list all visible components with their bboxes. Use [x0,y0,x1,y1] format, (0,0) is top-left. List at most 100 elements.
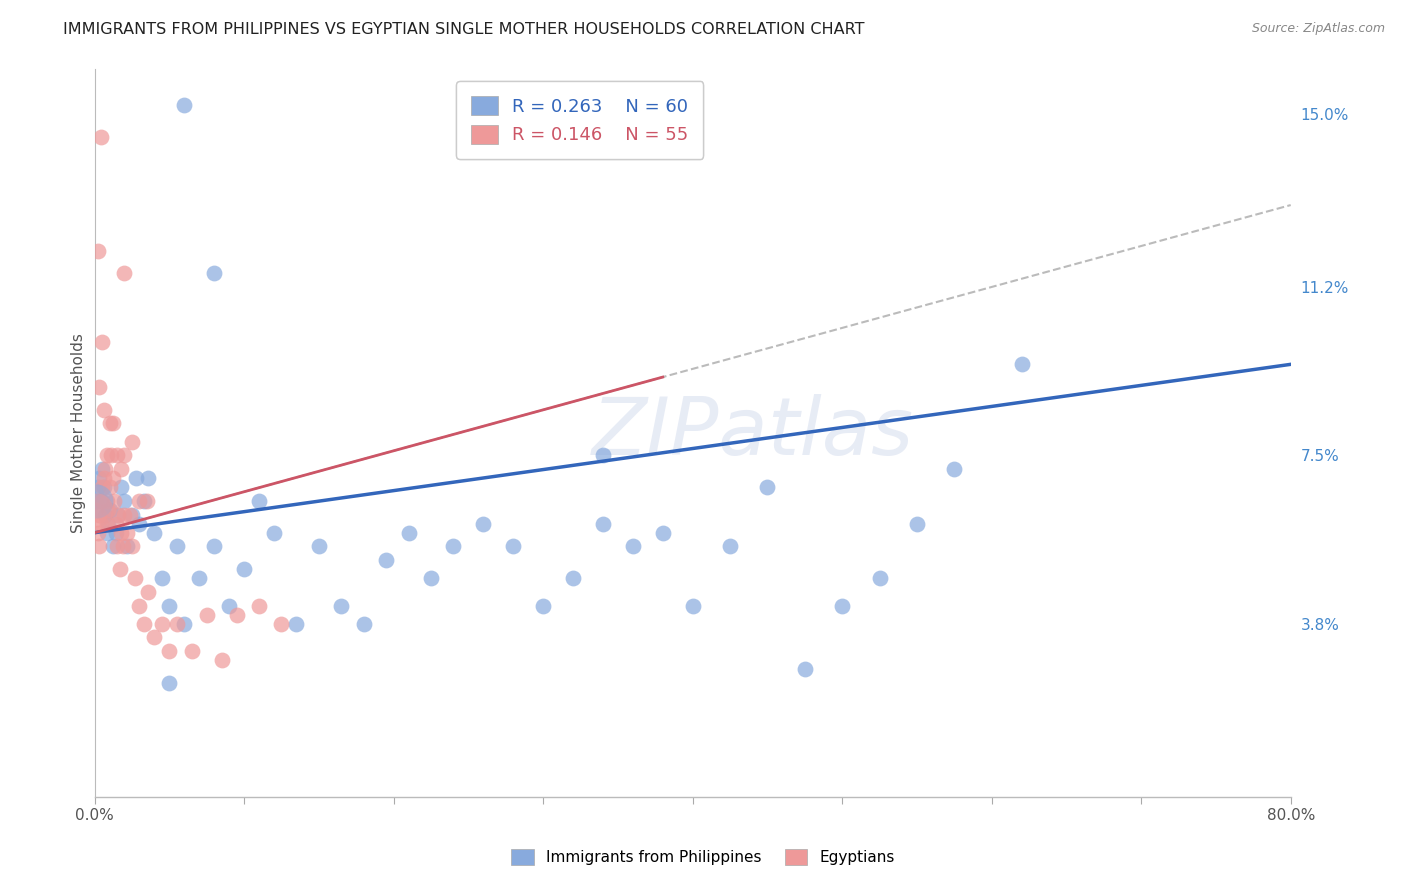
Point [128,494,150,508]
Point [97,503,120,517]
Point [132,616,155,631]
Point [831,599,853,613]
Point [420,571,443,585]
Point [128,599,150,613]
Point [87,508,110,522]
Point [101,540,124,554]
Y-axis label: Single Mother Households: Single Mother Households [72,333,86,533]
Point [157,676,180,690]
Point [793,662,815,676]
Point [173,98,195,112]
Point [90,494,112,508]
Point [150,571,173,585]
Point [157,599,180,613]
Point [562,571,585,585]
Point [120,508,142,522]
Point [114,448,136,462]
Point [195,607,218,622]
Point [138,585,160,599]
Point [87,380,110,394]
Point [211,653,233,667]
Point [330,599,353,613]
Point [93,402,115,417]
Point [110,525,132,540]
Point [98,417,121,431]
Point [247,599,270,613]
Point [101,471,124,485]
Point [117,525,139,540]
Point [150,616,173,631]
Point [101,417,124,431]
Point [90,129,112,144]
Point [121,508,143,522]
Point [104,525,127,540]
Point [143,631,166,645]
Point [180,644,202,658]
Point [84,494,107,508]
Point [114,266,136,280]
Point [270,616,292,631]
Point [124,571,146,585]
Point [108,562,131,576]
Point [98,503,121,517]
Point [111,540,134,554]
Point [86,480,108,494]
Text: IMMIGRANTS FROM PHILIPPINES VS EGYPTIAN SINGLE MOTHER HOUSEHOLDS CORRELATION CHA: IMMIGRANTS FROM PHILIPPINES VS EGYPTIAN … [63,22,865,37]
Point [1011,357,1033,371]
Point [869,571,891,585]
Point [96,494,118,508]
Point [132,494,155,508]
Point [97,516,120,531]
Point [87,471,110,485]
Point [308,540,330,554]
Point [94,462,117,476]
Point [943,462,966,476]
Point [285,616,308,631]
Point [110,480,132,494]
Point [202,540,225,554]
Point [107,508,129,522]
Text: Source: ZipAtlas.com: Source: ZipAtlas.com [1251,22,1385,36]
Point [114,508,136,522]
Point [138,471,160,485]
Point [105,540,128,554]
Text: ZIPatlas: ZIPatlas [592,393,914,472]
Point [91,462,114,476]
Point [166,540,188,554]
Point [166,616,188,631]
Point [128,516,150,531]
Point [94,508,117,522]
Point [218,599,240,613]
Point [117,540,139,554]
Point [121,540,143,554]
Point [592,516,614,531]
Point [188,571,211,585]
Point [96,516,118,531]
Point [247,494,270,508]
Point [621,540,644,554]
Point [353,616,375,631]
Point [87,540,110,554]
Point [233,562,256,576]
Point [86,244,108,258]
Point [103,494,125,508]
Point [173,616,195,631]
Point [125,471,148,485]
Point [96,448,118,462]
Point [905,516,928,531]
Point [98,480,121,494]
Point [105,448,128,462]
Point [441,540,464,554]
Point [91,480,114,494]
Legend: R = 0.263    N = 60, R = 0.146    N = 55: R = 0.263 N = 60, R = 0.146 N = 55 [457,81,703,159]
Point [121,434,143,449]
Point [93,471,115,485]
Point [114,494,136,508]
Point [90,516,112,531]
Point [718,540,741,554]
Point [96,525,118,540]
Point [93,480,115,494]
Point [472,516,495,531]
Point [91,334,114,349]
Point [651,525,673,540]
